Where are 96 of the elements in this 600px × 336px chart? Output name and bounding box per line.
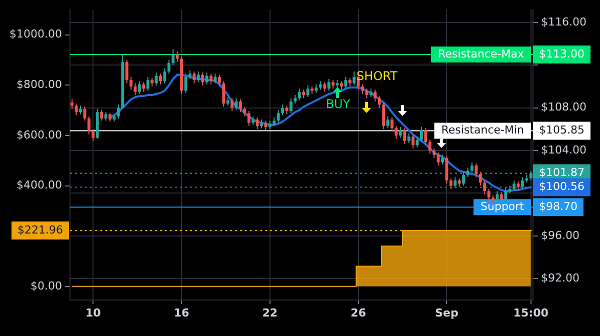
candlestick: [100, 109, 104, 122]
candlestick: [298, 88, 301, 101]
candlestick: [398, 126, 402, 138]
candlestick: [201, 72, 204, 86]
y-tick-label: $1000.00: [10, 28, 62, 41]
candlestick: [116, 104, 120, 119]
x-tick-label: 26: [350, 306, 366, 320]
candlestick: [238, 98, 242, 113]
text: $101.87: [539, 166, 584, 180]
ref-line-label: Resistance-Max: [438, 47, 524, 60]
candlestick: [424, 128, 428, 146]
candlestick: [276, 109, 280, 124]
candlestick: [436, 152, 440, 166]
candlestick: [256, 116, 259, 130]
candlestick: [87, 116, 90, 136]
y2-tick-label: $92.00: [541, 272, 580, 285]
text: $100.56: [539, 180, 584, 194]
candlestick: [504, 187, 508, 202]
y2-tick-label: $96.00: [541, 228, 580, 242]
ref-line-label: Resistance-Min: [441, 124, 524, 137]
candlestick: [382, 102, 386, 130]
candlestick: [478, 171, 482, 186]
text: $105.85: [539, 124, 584, 137]
text: $113.00: [539, 47, 584, 60]
y-tick-label: $800.00: [16, 78, 62, 91]
candlestick: [327, 78, 330, 92]
candlestick: [428, 139, 432, 154]
candlestick: [420, 126, 423, 142]
y-tick-label: $400.00: [16, 178, 62, 192]
candlestick: [445, 155, 448, 184]
candlestick: [247, 110, 250, 126]
candlestick: [176, 50, 179, 62]
text: $221.96: [18, 223, 64, 236]
candlestick: [172, 48, 175, 66]
x-tick-label: 15:00: [513, 306, 549, 320]
candlestick: [352, 71, 356, 86]
candlestick: [487, 188, 490, 202]
candlestick: [214, 73, 217, 84]
candlestick: [205, 72, 208, 85]
candlestick: [192, 71, 196, 84]
candlestick: [290, 98, 292, 114]
candlestick: [470, 162, 474, 174]
candlestick: [146, 76, 150, 92]
candlestick: [92, 128, 95, 142]
candlestick: [163, 68, 166, 84]
candlestick: [374, 89, 377, 102]
x-tick-label: 10: [85, 306, 102, 320]
y-tick-label: $600.00: [16, 128, 62, 142]
candlestick: [154, 72, 158, 86]
candlestick: [130, 76, 133, 90]
ref-line-label: Support: [480, 200, 525, 213]
candlestick: [264, 120, 268, 131]
candlestick: [521, 176, 524, 190]
candlestick: [167, 59, 170, 74]
candlestick: [323, 82, 326, 92]
candlestick: [70, 98, 74, 110]
annotation: BUY: [326, 97, 350, 111]
candlestick: [138, 80, 141, 94]
y2-tick-label: $108.00: [541, 100, 586, 114]
candlestick: [281, 104, 284, 116]
candlestick: [412, 134, 415, 149]
candlestick: [449, 178, 452, 190]
text: $98.70: [539, 200, 578, 213]
y-tick-label: $0.00: [30, 279, 62, 292]
candlestick: [403, 128, 406, 145]
candlestick: [432, 148, 436, 159]
candlestick: [378, 96, 381, 108]
candlestick: [394, 125, 398, 140]
candlestick: [441, 154, 444, 165]
candlestick: [142, 82, 146, 92]
candlestick: [159, 73, 162, 85]
y2-tick-label: $116.00: [541, 15, 586, 28]
candlestick: [218, 74, 221, 87]
candlestick: [222, 80, 226, 108]
candlestick: [196, 71, 200, 83]
candlestick: [125, 59, 128, 84]
candlestick: [512, 180, 516, 192]
candlestick: [306, 84, 310, 98]
annotation: SHORT: [356, 69, 398, 83]
candlestick: [210, 73, 212, 85]
candlestick: [365, 88, 368, 99]
candlestick: [230, 98, 234, 112]
candlestick: [74, 103, 78, 116]
x-tick-label: 22: [262, 306, 278, 320]
candlestick: [386, 116, 390, 129]
candlestick: [407, 132, 410, 144]
x-tick-label: 16: [174, 306, 190, 320]
candlestick: [243, 106, 246, 117]
candlestick: [483, 180, 486, 195]
candlestick: [361, 84, 364, 94]
x-tick-label: Sep: [435, 306, 458, 320]
y2-tick-label: $104.00: [541, 143, 586, 156]
candlestick: [390, 116, 394, 132]
candlestick: [474, 162, 478, 178]
candlestick: [344, 76, 348, 90]
candlestick: [454, 176, 457, 188]
